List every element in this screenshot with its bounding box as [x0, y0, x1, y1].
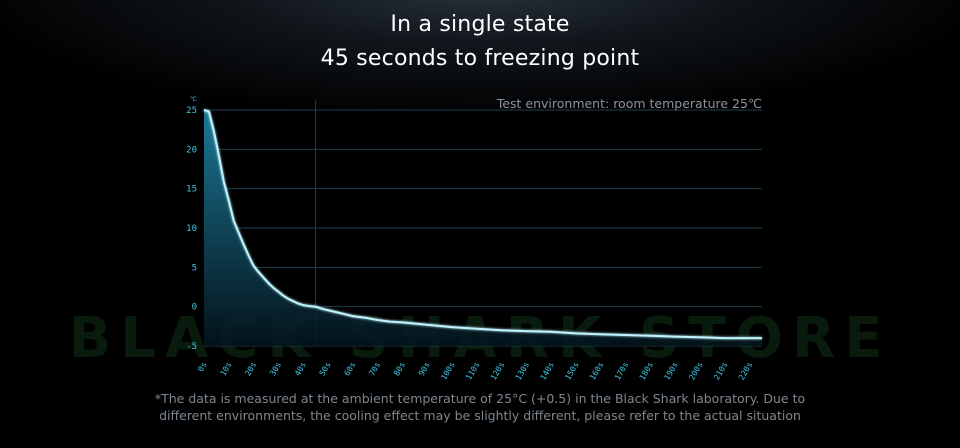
- y-unit-label: ℃: [190, 96, 197, 103]
- x-tick-label: 170s: [613, 360, 631, 381]
- x-tick-label: 120s: [489, 360, 507, 381]
- x-tick-label: 30s: [268, 360, 283, 377]
- x-tick-label: 0s: [196, 360, 209, 373]
- x-tick-label: 20s: [243, 360, 258, 377]
- x-tick-label: 90s: [417, 360, 432, 377]
- grid-layer: [204, 109, 762, 347]
- y-tick-label: 25: [186, 106, 197, 116]
- x-tick-label: 220s: [737, 360, 755, 381]
- x-tick-label: 100s: [439, 360, 457, 381]
- x-tick-label: 40s: [293, 360, 308, 377]
- y-tick-label: 0: [192, 303, 197, 313]
- y-tick-label: 10: [186, 224, 197, 234]
- x-tick-label: 210s: [712, 360, 730, 381]
- x-tick-label: 160s: [588, 360, 606, 381]
- x-tick-label: 70s: [367, 360, 382, 377]
- x-tick-label: 190s: [663, 360, 681, 381]
- x-tick-label: 150s: [563, 360, 581, 381]
- line-layer: [203, 109, 762, 340]
- x-tick-label: 200s: [687, 360, 705, 381]
- temperature-area: [204, 110, 762, 346]
- x-tick-label: 80s: [392, 360, 407, 377]
- temperature-line: [203, 109, 762, 340]
- x-tick-label: 130s: [514, 360, 532, 381]
- x-axis: 0s 10s 20s 30s 40s 50s 60s 70s 80s 90s 100s 110s 120…: [196, 360, 754, 381]
- x-tick-label: 50s: [318, 360, 333, 377]
- test-environment-note: Test environment: room temperature 25℃: [496, 96, 762, 111]
- title-line-1: In a single state: [390, 12, 570, 37]
- x-tick-label: 140s: [539, 360, 557, 381]
- y-tick-label: 15: [186, 185, 197, 195]
- x-tick-label: 110s: [464, 360, 482, 381]
- x-tick-label: 60s: [343, 360, 358, 377]
- footnote: *The data is measured at the ambient tem…: [154, 391, 806, 423]
- title-line-2: 45 seconds to freezing point: [320, 46, 640, 71]
- area-layer: [204, 110, 762, 346]
- y-tick-label: 5: [192, 263, 197, 273]
- x-tick-label: 10s: [219, 360, 234, 377]
- x-tick-label: 180s: [638, 360, 656, 381]
- y-tick-label: -5: [186, 342, 197, 352]
- y-axis: 25 20 15 10 5 0 -5 ℃: [186, 96, 197, 352]
- y-tick-label: 20: [186, 145, 197, 155]
